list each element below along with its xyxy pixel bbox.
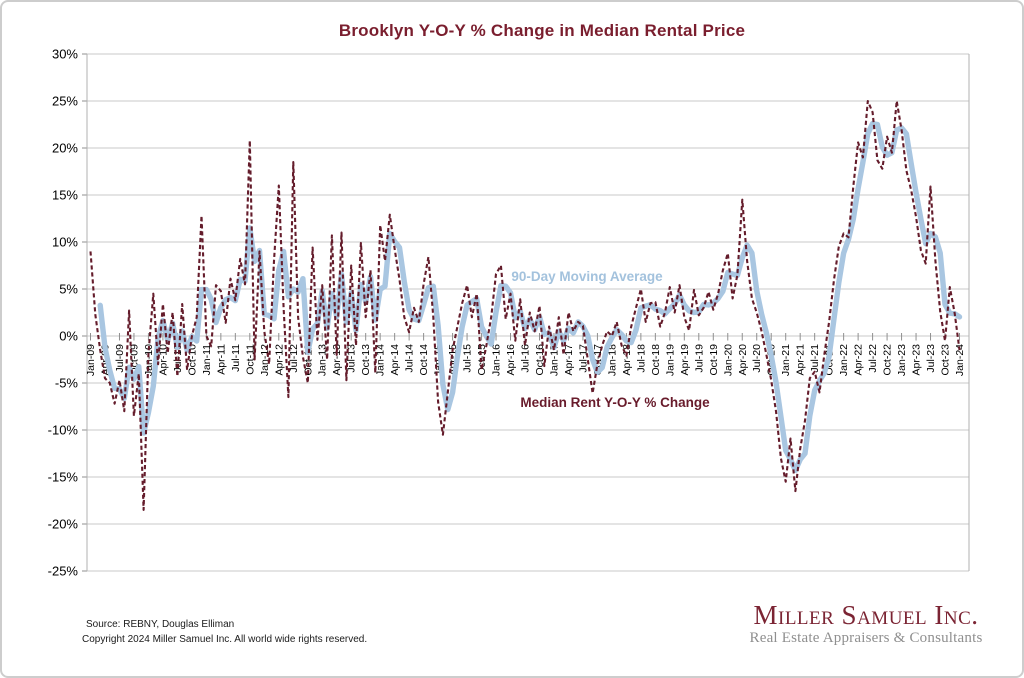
y-axis-label: 25%	[52, 94, 78, 109]
x-axis-label: Jan-10	[143, 344, 155, 376]
x-axis-label: Jan-20	[722, 344, 734, 376]
x-axis-label: Jul-09	[114, 344, 126, 373]
y-axis-label: 10%	[52, 235, 78, 250]
logo-tagline: Real Estate Appraisers & Consultants	[749, 630, 983, 647]
x-axis-label: Jan-19	[664, 344, 676, 376]
x-axis-label: Jul-20	[751, 344, 763, 373]
x-axis-label: Jan-18	[606, 344, 618, 376]
x-axis-label: Jul-18	[635, 344, 647, 373]
source-attribution: Source: REBNY, Douglas Elliman	[86, 619, 235, 630]
copyright-notice: Copyright 2024 Miller Samuel Inc. All wo…	[82, 634, 368, 645]
x-axis-label: Jan-23	[896, 344, 908, 376]
y-axis-label: 5%	[59, 282, 78, 297]
x-axis-label: Jul-21	[809, 344, 821, 373]
moving-average-series-label: 90-Day Moving Average	[511, 269, 663, 284]
x-axis-label: Jan-22	[838, 344, 850, 376]
x-axis-label: Jan-24	[954, 344, 966, 376]
moving-average-series-line	[97, 120, 963, 474]
x-axis-label: Oct-11	[244, 344, 256, 375]
x-axis-label: Oct-19	[708, 344, 720, 376]
logo-company-name: Miller Samuel Inc.	[753, 600, 979, 630]
x-axis-label: Jan-09	[85, 344, 97, 376]
x-axis-label: Oct-18	[650, 344, 662, 376]
x-axis-label: Apr-12	[273, 344, 285, 376]
x-axis-label: Apr-22	[853, 344, 865, 376]
x-axis-label: Apr-23	[911, 344, 923, 376]
x-axis-label: Oct-15	[476, 344, 488, 376]
x-axis-label: Apr-19	[679, 344, 691, 376]
x-axis-label: Jul-23	[925, 344, 937, 373]
y-axis-label: -25%	[48, 564, 79, 579]
x-axis-label: Oct-22	[882, 344, 894, 376]
x-axis-label: Jul-19	[693, 344, 705, 373]
x-axis-label: Apr-20	[737, 344, 749, 376]
x-axis-labels: Jan-09 Apr-09 Jul-09 Oct-09 Jan-10 Apr-10 Jul-…	[85, 344, 966, 376]
y-axis-label: -10%	[48, 423, 79, 438]
y-axis-label: -20%	[48, 517, 79, 532]
x-axis-label: Apr-21	[795, 344, 807, 376]
x-axis-label: Jul-12	[288, 344, 300, 373]
chart-title: Brooklyn Y-O-Y % Change in Median Rental…	[338, 21, 746, 40]
axis-ticks	[82, 53, 970, 572]
gridlines	[87, 53, 969, 572]
y-axis-label: 20%	[52, 141, 78, 156]
miller-samuel-logo: Miller Samuel Inc. Real Estate Appraiser…	[746, 601, 986, 647]
x-axis-label: Jan-17	[548, 344, 560, 376]
x-axis-label: Jan-14	[375, 344, 387, 376]
x-axis-label: Jul-14	[404, 344, 416, 373]
median-rent-series-line	[89, 99, 961, 511]
x-axis-label: Apr-11	[215, 344, 227, 375]
x-axis-label: Apr-16	[505, 344, 517, 376]
median-rent-series-label: Median Rent Y-O-Y % Change	[520, 395, 710, 410]
x-axis-label: Jul-13	[346, 344, 358, 373]
x-axis-label: Jul-22	[867, 344, 879, 373]
x-axis-label: Jul-15	[462, 344, 474, 373]
x-axis-label: Jul-11	[230, 344, 242, 372]
x-axis-label: Apr-14	[389, 344, 401, 376]
y-axis-label: 30%	[52, 47, 78, 62]
y-axis-label: -5%	[55, 376, 79, 391]
x-axis-label: Oct-23	[940, 344, 952, 376]
x-axis-label: Jan-16	[491, 344, 503, 376]
x-axis-label: Apr-10	[157, 344, 169, 376]
y-axis-label: 0%	[59, 329, 78, 344]
x-axis-label: Jan-12	[259, 344, 271, 376]
y-axis-label: -15%	[48, 470, 79, 485]
x-axis-label: Apr-13	[331, 344, 343, 376]
x-axis-label: Oct-14	[418, 344, 430, 376]
x-axis-label: Jul-16	[520, 344, 532, 373]
x-axis-label: Jan-11	[201, 344, 213, 375]
x-axis-label: Jul-17	[577, 344, 589, 373]
x-axis-label: Jan-13	[317, 344, 329, 376]
y-axis-labels: 30% 25% 20% 15% 10% 5% 0% -5% -10% -15% -20% -25%	[48, 47, 79, 579]
x-axis-label: Oct-13	[360, 344, 372, 376]
series-lines	[89, 99, 963, 511]
x-axis-label: Apr-17	[563, 344, 575, 376]
x-axis-label: Jan-21	[780, 344, 792, 376]
y-axis-label: 15%	[52, 188, 78, 203]
